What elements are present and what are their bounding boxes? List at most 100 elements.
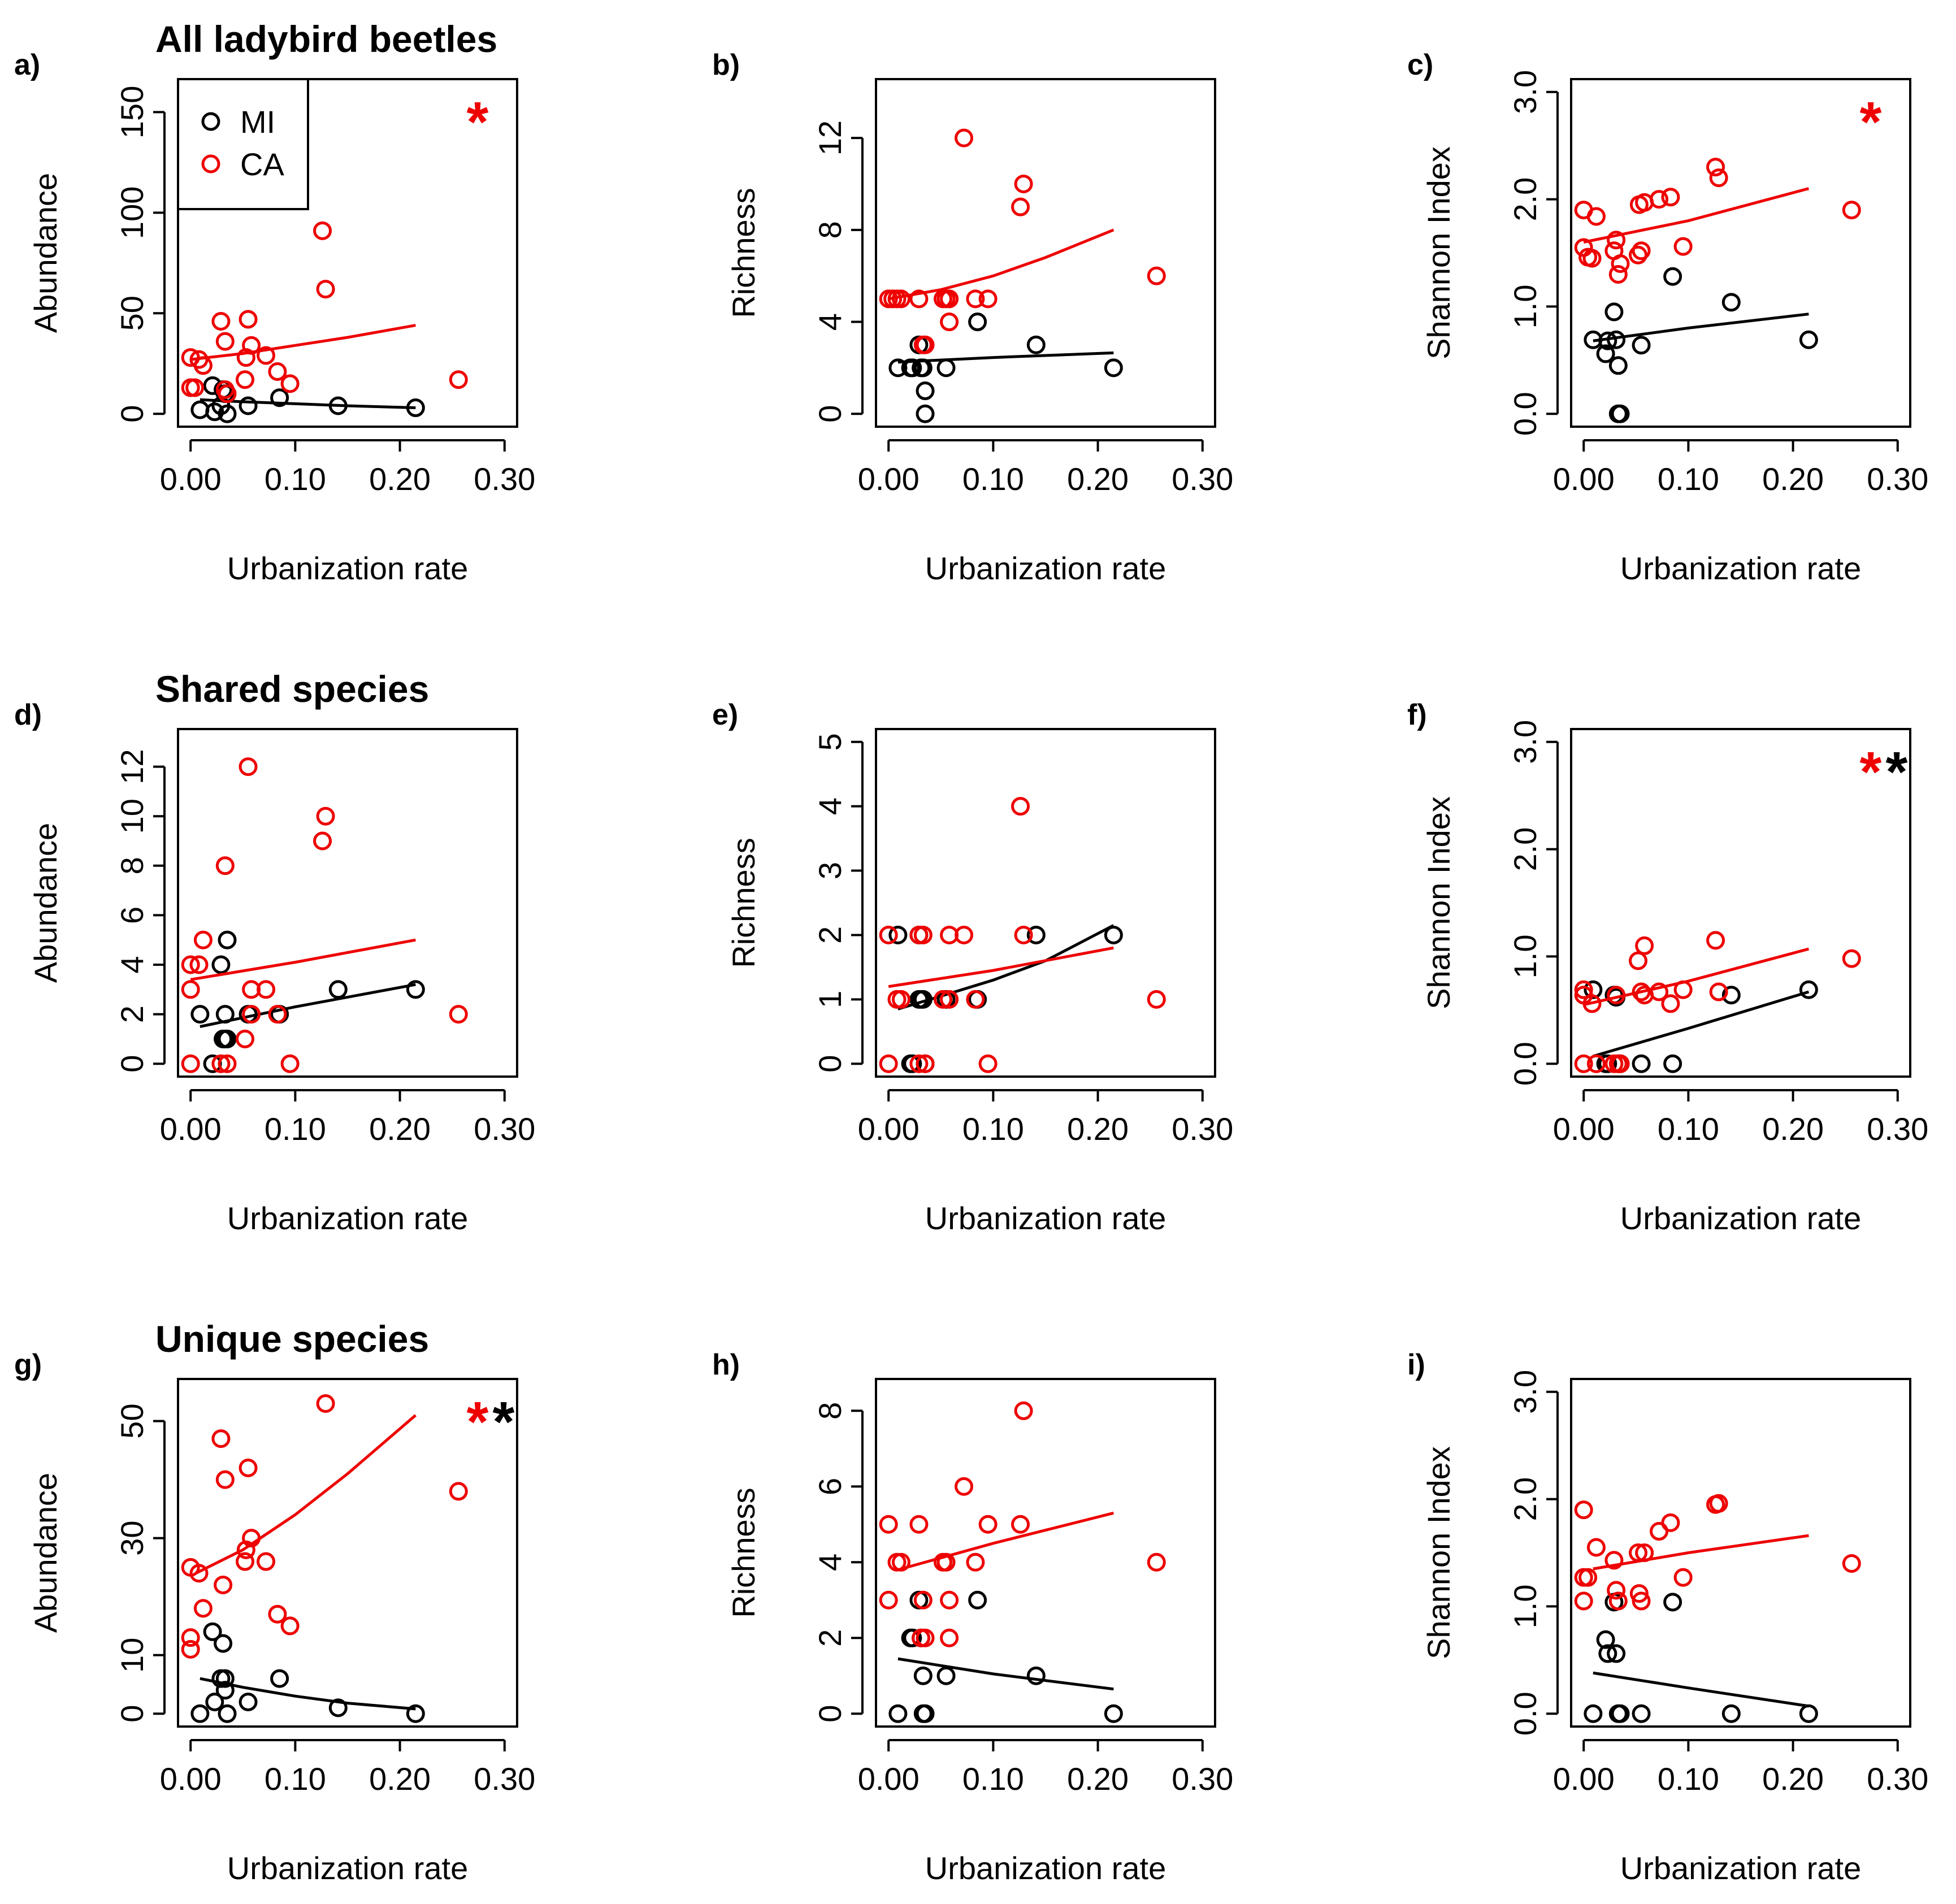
data-point-ca: [258, 1554, 274, 1569]
y-tick-label: 0: [812, 1705, 848, 1723]
data-point-mi: [192, 1706, 208, 1721]
data-point-mi: [1585, 1706, 1601, 1721]
x-tick-label: 0.20: [369, 1111, 431, 1147]
y-axis-title: Shannon Index: [1421, 1446, 1456, 1659]
data-point-mi: [219, 1706, 235, 1721]
series-mi: [192, 932, 423, 1072]
y-tick-label: 4: [812, 797, 848, 815]
panel-label: f): [1407, 699, 1427, 731]
y-tick-label: 2: [812, 1629, 848, 1647]
x-tick-label: 0.00: [1553, 461, 1615, 497]
data-point-mi: [1028, 1668, 1044, 1684]
data-point-ca: [1711, 170, 1727, 186]
data-point-mi: [1610, 358, 1626, 374]
y-tick-label: 2.0: [1507, 827, 1543, 871]
data-point-ca: [183, 1630, 198, 1646]
x-tick-label: 0.00: [858, 1111, 920, 1147]
y-tick-label: 6: [114, 907, 150, 924]
data-point-ca: [1148, 1554, 1164, 1570]
data-point-ca: [1148, 268, 1164, 284]
y-axis-title: Abundance: [28, 173, 63, 333]
x-tick-label: 0.10: [264, 1761, 326, 1797]
x-axis-title: Urbanization rate: [1620, 1200, 1861, 1236]
y-tick-label: 100: [114, 187, 150, 239]
data-point-ca: [183, 1056, 198, 1072]
x-tick-label: 0.00: [160, 461, 222, 497]
x-tick-label: 0.00: [858, 461, 920, 497]
data-point-mi: [1105, 360, 1121, 376]
series-mi: [192, 1624, 423, 1721]
y-tick-label: 8: [114, 857, 150, 874]
significance-star: *: [1886, 740, 1908, 804]
y-tick-label: 3.0: [1507, 70, 1543, 114]
data-point-ca: [240, 1460, 256, 1476]
data-point-ca: [1675, 1569, 1691, 1585]
y-tick-label: 0.0: [1507, 392, 1543, 436]
data-point-ca: [195, 1601, 211, 1616]
data-point-ca: [942, 1630, 957, 1646]
x-axis-title: Urbanization rate: [227, 1850, 468, 1886]
y-tick-label: 8: [812, 221, 848, 238]
x-axis-title: Urbanization rate: [925, 1200, 1166, 1236]
series-ca: [183, 1395, 466, 1657]
fit-line-mi: [1593, 992, 1809, 1056]
data-point-ca: [1612, 255, 1628, 271]
data-point-ca: [1016, 1403, 1031, 1419]
data-point-ca: [1576, 1502, 1591, 1518]
data-point-ca: [1588, 1539, 1604, 1555]
data-point-mi: [890, 1706, 906, 1721]
data-point-ca: [450, 372, 466, 388]
plot-frame: [876, 1379, 1215, 1727]
data-point-mi: [938, 360, 954, 376]
panel-h: 0.00 0.10 0.20 0.30 0 2 4 6 8 Urbanization rate Ri…: [712, 1348, 1233, 1886]
y-axis-title: Richness: [726, 1487, 761, 1617]
x-tick-label: 0.20: [369, 461, 431, 497]
x-tick-label: 0.20: [1067, 1761, 1129, 1797]
y-tick-label: 4: [114, 956, 150, 973]
data-point-ca: [270, 1606, 285, 1622]
panel-a: 0.00 0.10 0.20 0.30 0 50 100 150 Urbanization ra…: [14, 18, 535, 586]
data-point-mi: [1606, 304, 1622, 320]
data-point-mi: [407, 982, 423, 997]
y-axis-title: Shannon Index: [1421, 796, 1456, 1009]
series-mi: [890, 1592, 1121, 1721]
data-point-mi: [1665, 1594, 1681, 1610]
fit-line-mi: [200, 984, 416, 1026]
data-point-ca: [1675, 238, 1691, 254]
data-point-ca: [1630, 953, 1646, 969]
panel-i: 0.00 0.10 0.20 0.300.01.02.03.0Urbanization…: [1407, 1348, 1928, 1886]
data-point-ca: [942, 314, 957, 330]
data-point-ca: [1637, 938, 1653, 953]
y-tick-label: 2: [812, 926, 848, 944]
panel-label: i): [1407, 1348, 1425, 1381]
y-tick-label: 150: [114, 86, 150, 138]
y-tick-label: 0.0: [1507, 1692, 1543, 1736]
fit-line-mi: [1593, 1673, 1809, 1706]
row-title: Unique species: [155, 1318, 429, 1360]
fit-line-ca: [898, 1513, 1114, 1569]
data-point-mi: [1105, 927, 1121, 943]
fit-line-ca: [1584, 949, 1808, 1005]
data-point-mi: [970, 1592, 986, 1608]
data-point-ca: [282, 376, 298, 392]
data-point-mi: [1633, 1706, 1649, 1721]
data-point-mi: [215, 1636, 231, 1651]
data-point-mi: [917, 383, 933, 399]
data-point-ca: [195, 932, 211, 948]
data-point-ca: [215, 1577, 231, 1593]
x-tick-label: 0.20: [1762, 461, 1824, 497]
legend: MICA: [178, 79, 308, 209]
x-tick-label: 0.00: [160, 1111, 222, 1147]
fit-line-mi: [1593, 314, 1809, 341]
y-tick-label: 50: [114, 1403, 150, 1438]
data-point-ca: [240, 759, 256, 775]
data-point-ca: [1576, 1593, 1591, 1609]
figure: 0.00 0.10 0.20 0.30050100150Urbanization ra…: [0, 0, 1956, 1904]
y-tick-label: 0: [812, 1055, 848, 1073]
data-point-ca: [881, 927, 896, 943]
data-point-mi: [1633, 1056, 1649, 1072]
panel-label: d): [14, 699, 42, 731]
data-point-ca: [315, 833, 331, 849]
x-tick-label: 0.00: [858, 1761, 920, 1797]
data-point-ca: [1016, 176, 1031, 192]
